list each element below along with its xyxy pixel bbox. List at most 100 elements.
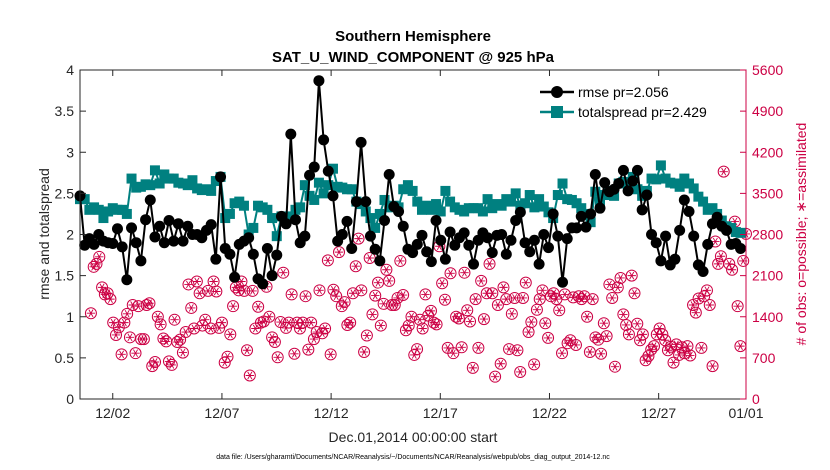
totalspread-point xyxy=(295,202,306,213)
obs-assimilated-marker xyxy=(359,348,369,356)
obs-point xyxy=(302,343,315,356)
totalspread-point xyxy=(585,217,596,228)
obs-possible-marker xyxy=(140,299,153,311)
rmse-point xyxy=(720,224,732,236)
obs-assimilated-marker xyxy=(471,295,480,303)
rmse-point xyxy=(430,215,442,227)
obs-possible-marker xyxy=(299,290,312,303)
obs-point xyxy=(190,275,203,288)
obs-point xyxy=(642,350,655,363)
obs-point xyxy=(695,341,708,354)
obs-assimilated-marker xyxy=(638,330,648,339)
obs-assimilated-marker xyxy=(226,330,235,339)
obs-assimilated-marker xyxy=(309,335,319,343)
totalspread-point xyxy=(698,196,709,207)
obs-point xyxy=(611,281,624,294)
obs-assimilated-marker xyxy=(418,324,427,333)
rmse-point xyxy=(144,194,156,206)
obs-assimilated-marker xyxy=(669,358,678,367)
rmse-point xyxy=(557,276,569,288)
rmse-point xyxy=(121,274,133,286)
totalspread-point xyxy=(238,200,249,211)
rmse-point xyxy=(631,164,643,176)
rmse-point xyxy=(613,178,625,190)
obs-point xyxy=(425,304,438,317)
totalspread-point xyxy=(98,213,109,224)
obs-assimilated-marker xyxy=(376,321,386,330)
obs-point xyxy=(324,348,337,361)
obs-point xyxy=(427,316,440,329)
y2-tick-label: 4900 xyxy=(752,103,783,119)
y-tick-label: 4 xyxy=(66,62,74,78)
obs-possible-marker xyxy=(104,293,117,306)
rmse-point xyxy=(215,171,227,183)
obs-possible-marker xyxy=(224,328,237,341)
obs-assimilated-marker xyxy=(432,320,441,329)
obs-point xyxy=(241,344,254,357)
obs-point xyxy=(472,341,485,354)
obs-possible-marker xyxy=(483,257,496,270)
obs-assimilated-marker xyxy=(672,340,681,349)
y2-tick-label: 3500 xyxy=(752,185,783,201)
rmse-point xyxy=(435,234,447,246)
rmse-point xyxy=(711,211,723,223)
x-tick-label: 12/12 xyxy=(314,405,349,421)
obs-assimilated-marker xyxy=(181,328,190,336)
rmse-point xyxy=(318,134,330,146)
obs-assimilated-marker xyxy=(334,248,344,256)
obs-point xyxy=(511,344,524,357)
chart-title: Southern Hemisphere xyxy=(335,28,491,45)
rmse-point xyxy=(299,230,311,242)
obs-point xyxy=(648,340,661,353)
obs-point xyxy=(394,254,407,267)
obs-assimilated-marker xyxy=(630,289,639,298)
obs-possible-marker xyxy=(335,300,348,313)
rmse-point xyxy=(463,239,475,251)
obs-possible-marker xyxy=(539,317,552,330)
obs-point xyxy=(469,293,482,306)
obs-possible-marker xyxy=(383,274,396,287)
obs-assimilated-marker xyxy=(446,269,455,278)
obs-possible-marker xyxy=(252,300,265,313)
obs-point xyxy=(87,260,100,273)
obs-point xyxy=(438,293,451,306)
obs-point xyxy=(528,358,541,371)
obs-assimilated-marker xyxy=(354,234,363,243)
obs-assimilated-marker xyxy=(616,274,625,282)
obs-possible-marker xyxy=(405,310,418,323)
obs-possible-marker xyxy=(489,370,502,383)
obs-possible-marker xyxy=(349,260,362,273)
obs-point xyxy=(714,250,727,263)
rmse-point xyxy=(182,220,194,232)
obs-possible-marker xyxy=(553,304,566,317)
totalspread-point xyxy=(431,199,442,210)
obs-assimilated-marker xyxy=(588,295,597,303)
rmse-point xyxy=(519,237,531,249)
obs-point xyxy=(151,310,164,323)
rmse-point xyxy=(589,168,601,180)
obs-possible-marker xyxy=(597,317,610,330)
obs-point xyxy=(137,333,150,346)
obs-possible-marker xyxy=(706,360,719,373)
obs-point xyxy=(706,360,719,373)
totalspread-point xyxy=(529,202,540,213)
rmse-point xyxy=(697,266,709,278)
obs-assimilated-marker xyxy=(541,319,550,328)
obs-point xyxy=(330,290,343,303)
obs-possible-marker xyxy=(511,344,524,357)
rmse-point xyxy=(627,175,639,187)
rmse-point xyxy=(135,255,147,267)
rmse-point xyxy=(585,208,597,220)
obs-possible-marker xyxy=(321,254,334,267)
totalspread-point xyxy=(299,180,310,191)
obs-point xyxy=(252,300,265,313)
obs-possible-marker xyxy=(305,316,318,329)
obs-possible-marker xyxy=(614,271,627,284)
obs-point xyxy=(516,291,529,304)
obs-point xyxy=(678,347,691,360)
rmse-point xyxy=(88,238,100,250)
obs-possible-marker xyxy=(678,347,691,360)
rmse-point xyxy=(496,229,508,240)
obs-possible-marker xyxy=(430,318,443,331)
rmse-point xyxy=(510,215,522,227)
